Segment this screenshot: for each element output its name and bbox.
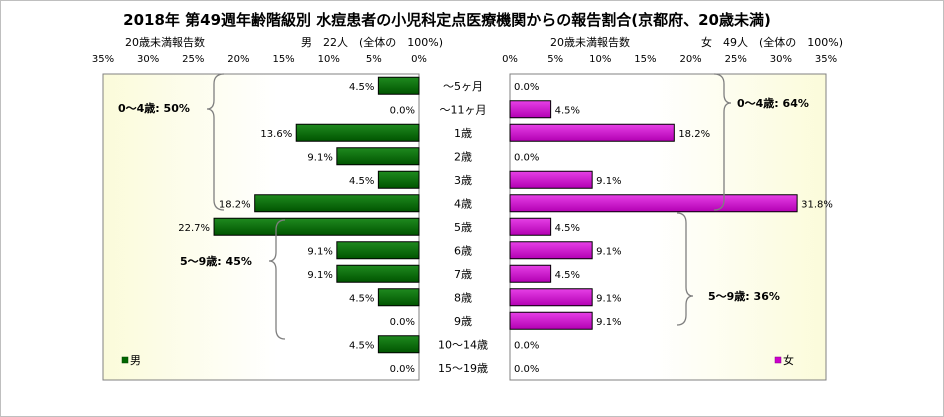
male-bar xyxy=(336,241,420,260)
male-legend-swatch xyxy=(121,356,129,364)
female-bar xyxy=(509,311,593,330)
category-label: 3歳 xyxy=(454,174,472,187)
female-brace-5-9 xyxy=(676,212,694,326)
male-bar xyxy=(377,76,420,95)
female-tick-label: 0% xyxy=(502,54,518,65)
category-label: 9歳 xyxy=(454,315,472,328)
male-group-5-9: 5～9歳: 45% xyxy=(180,254,252,268)
male-brace-5-9 xyxy=(268,219,286,340)
female-value-label: 4.5% xyxy=(555,105,580,116)
female-value-label: 9.1% xyxy=(596,246,621,257)
female-bar xyxy=(509,264,552,283)
male-bar xyxy=(377,170,420,189)
male-bar xyxy=(295,123,420,142)
female-value-label: 18.2% xyxy=(678,129,710,140)
female-tick-label: 10% xyxy=(589,54,611,65)
male-tick-label: 30% xyxy=(137,54,159,65)
category-label: 10～14歳 xyxy=(438,338,488,351)
male-bars: 4.5% 0.0% 13.6% 9.1% 4.5% 18.2% 22.7% 9.1% 9.1% 4… xyxy=(178,76,420,375)
male-tick-label: 25% xyxy=(182,54,204,65)
female-tick-label: 15% xyxy=(634,54,656,65)
female-brace-0-4 xyxy=(713,73,732,211)
category-label: ～11ヶ月 xyxy=(440,103,487,116)
male-bar xyxy=(377,288,420,307)
male-tick-label: 0% xyxy=(411,54,427,65)
female-value-label: 4.5% xyxy=(555,270,580,281)
male-legend-label: 男 xyxy=(130,354,141,367)
female-value-label: 0.0% xyxy=(514,340,539,351)
male-tick-label: 10% xyxy=(318,54,340,65)
male-value-label: 0.0% xyxy=(390,317,415,328)
male-tick-label: 15% xyxy=(272,54,294,65)
female-tick-labels: 0% 5% 10% 15% 20% 25% 30% 35% xyxy=(502,54,837,65)
female-value-label: 0.0% xyxy=(514,152,539,163)
category-labels: ～5ヶ月 ～11ヶ月 1歳 2歳 3歳 4歳 5歳 6歳 7歳 8歳 9歳 10～14歳 15～19歳 xyxy=(438,80,488,375)
male-header: 男 22人 (全体の 100%) xyxy=(301,35,443,49)
female-bar xyxy=(509,170,593,189)
female-value-label: 9.1% xyxy=(596,176,621,187)
male-brace-0-4 xyxy=(206,73,225,211)
female-bar xyxy=(509,241,593,260)
male-value-label: 4.5% xyxy=(349,340,374,351)
category-label: 5歳 xyxy=(454,221,472,234)
male-group-0-4: 0～4歳: 50% xyxy=(118,101,190,115)
chart-title: 2018年 第49週年齢階級別 水痘患者の小児科定点医療機関からの報告割合(京都… xyxy=(123,11,771,29)
male-tick-label: 5% xyxy=(366,54,382,65)
male-bar xyxy=(254,194,420,213)
female-axis-title: 20歳未満報告数 xyxy=(550,36,630,49)
male-value-label: 9.1% xyxy=(307,270,332,281)
female-group-0-4: 0～4歳: 64% xyxy=(737,96,809,110)
category-label: 8歳 xyxy=(454,291,472,304)
category-label: ～5ヶ月 xyxy=(443,80,483,93)
female-legend-swatch xyxy=(774,356,782,364)
male-value-label: 9.1% xyxy=(307,152,332,163)
female-bar xyxy=(509,194,798,213)
category-label: 6歳 xyxy=(454,244,472,257)
female-bar xyxy=(509,123,675,142)
female-value-label: 9.1% xyxy=(596,293,621,304)
female-bar xyxy=(509,100,552,119)
female-legend: 女 xyxy=(774,353,794,367)
category-label: 4歳 xyxy=(454,197,472,210)
female-value-label: 0.0% xyxy=(514,82,539,93)
category-label: 15～19歳 xyxy=(438,362,488,375)
male-axis-title: 20歳未満報告数 xyxy=(125,36,205,49)
female-tick-label: 35% xyxy=(815,54,837,65)
female-value-label: 4.5% xyxy=(555,223,580,234)
female-header: 女 49人 (全体の 100%) xyxy=(701,35,843,49)
female-bar xyxy=(509,288,593,307)
female-tick-label: 30% xyxy=(770,54,792,65)
female-tick-label: 20% xyxy=(679,54,701,65)
male-value-label: 22.7% xyxy=(178,223,210,234)
male-value-label: 13.6% xyxy=(260,129,292,140)
male-legend: 男 xyxy=(121,354,141,367)
male-value-label: 18.2% xyxy=(219,199,251,210)
male-value-label: 0.0% xyxy=(390,105,415,116)
male-value-label: 4.5% xyxy=(349,176,374,187)
female-group-5-9: 5～9歳: 36% xyxy=(708,289,780,303)
male-value-label: 9.1% xyxy=(307,246,332,257)
male-bar xyxy=(336,264,420,283)
male-value-label: 0.0% xyxy=(390,364,415,375)
female-tick-label: 5% xyxy=(547,54,563,65)
male-value-label: 4.5% xyxy=(349,82,374,93)
female-legend-label: 女 xyxy=(783,353,794,367)
female-value-label: 9.1% xyxy=(596,317,621,328)
category-label: 1歳 xyxy=(454,127,472,140)
male-bar xyxy=(336,147,420,166)
category-label: 2歳 xyxy=(454,150,472,163)
female-value-label: 31.8% xyxy=(801,199,833,210)
male-value-label: 4.5% xyxy=(349,293,374,304)
female-bars: 0.0% 4.5% 18.2% 0.0% 9.1% 31.8% 4.5% 9.1% 4.5% 9.… xyxy=(509,82,833,375)
male-bar xyxy=(377,335,420,354)
female-value-label: 0.0% xyxy=(514,364,539,375)
female-tick-label: 25% xyxy=(725,54,747,65)
male-bar xyxy=(213,217,420,236)
male-tick-label: 20% xyxy=(227,54,249,65)
male-tick-labels: 0% 5% 10% 15% 20% 25% 30% 35% xyxy=(92,54,427,65)
female-bar xyxy=(509,217,552,236)
male-tick-label: 35% xyxy=(92,54,114,65)
category-label: 7歳 xyxy=(454,268,472,281)
